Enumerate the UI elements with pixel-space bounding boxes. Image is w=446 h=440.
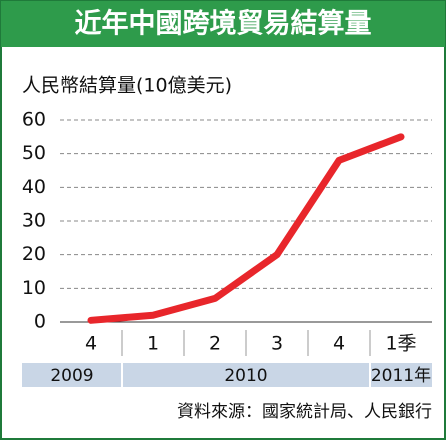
y-tick-label: 0	[34, 311, 46, 333]
data-line	[87, 133, 405, 324]
x-tick-label: 2	[209, 333, 221, 355]
y-tick-label: 40	[22, 176, 46, 198]
x-tick-label: 3	[271, 333, 283, 355]
x-tick-label: 4	[333, 333, 345, 355]
chart-title: 近年中國跨境貿易結算量	[75, 8, 372, 40]
x-tick-label: 1	[147, 333, 159, 355]
y-tick-label: 50	[22, 142, 46, 164]
year-label: 2010	[224, 366, 267, 386]
y-tick-label: 60	[22, 109, 46, 131]
x-tick-label: 4	[85, 333, 97, 355]
y-tick-label: 10	[22, 277, 46, 299]
x-tick-label: 1季	[385, 333, 416, 355]
y-tick-label: 30	[22, 210, 46, 232]
source: 資料來源：國家統計局、人民銀行	[177, 402, 432, 422]
year-label: 2009	[50, 366, 93, 386]
year-bar	[22, 363, 432, 387]
title-banner	[1, 1, 445, 47]
y-axis-label: 人民幣結算量(10億美元)	[22, 75, 232, 97]
y-tick-label: 20	[22, 243, 46, 265]
year-label: 2011年	[371, 366, 431, 386]
